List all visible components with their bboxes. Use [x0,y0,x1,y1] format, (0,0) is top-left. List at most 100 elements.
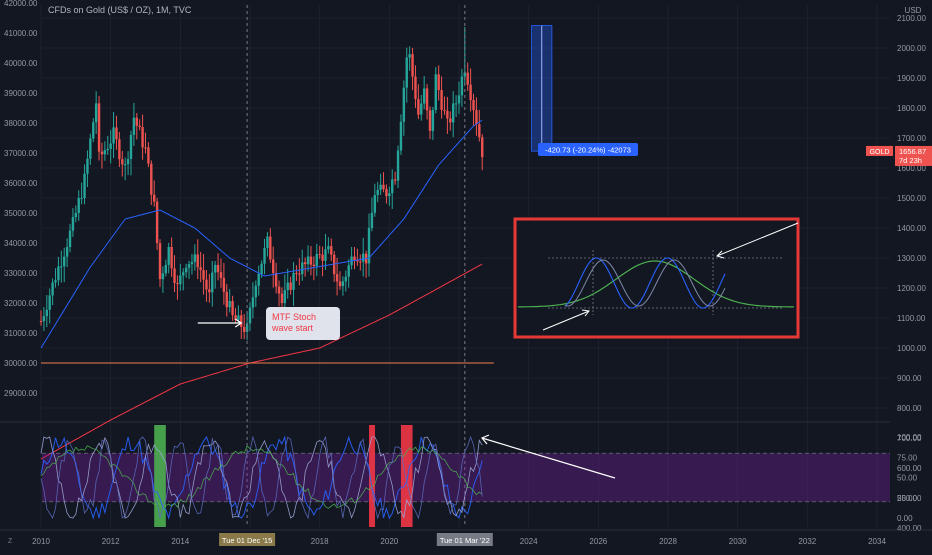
candle-body [315,254,318,267]
candle-body [443,109,446,111]
candle-body [115,127,118,140]
left-tick-label: 31000.00 [4,329,38,338]
candlestick-series [39,27,484,341]
right-tick-label: 500.00 [897,494,922,503]
candle-body [338,281,342,287]
candle-body [161,273,165,280]
candle-body [301,262,304,275]
left-tick-label: 39000.00 [4,89,38,98]
candle-body [245,323,249,332]
inset-envelope-curve [518,260,794,308]
time-axis[interactable]: 2010201220142016201820202022202420262028… [0,529,932,546]
candle-body [356,260,359,262]
timezone-icon[interactable]: Z [8,538,13,545]
candle-body [286,282,289,291]
left-price-axis[interactable]: 29000.00 30000.00 31000.00 32000.00 33000.00… [4,0,38,398]
right-tick-label: 2100.00 [897,14,926,23]
candle-body [39,321,43,322]
candle-body [129,134,133,159]
candle-body [77,198,80,213]
candle-body [391,179,394,194]
candle-body [176,282,179,285]
ma-fast-line [40,119,483,349]
candle-body [327,246,330,250]
candle-body [63,256,66,267]
candle-body [190,261,194,265]
candle-body [86,158,89,174]
candle-body [155,201,159,244]
candle-body [475,110,478,125]
candle-body [422,88,426,104]
candle-body [434,74,437,111]
right-tick-label: 600.00 [897,464,922,473]
right-price-axis[interactable]: USD 400.00 500.00 600.00 700.00 800.00 900.00 1… [866,6,932,533]
candle-body [437,74,440,91]
right-tick-label: 900.00 [897,374,922,383]
candle-body [347,265,350,277]
candle-body [118,139,121,160]
candle-body [153,194,156,202]
inset-illustration [513,217,800,339]
candle-body [106,148,109,151]
candle-body [42,316,46,322]
time-tick-label: 2028 [659,537,677,546]
time-tick-label: 2010 [32,537,50,546]
annotation-arrow-head [234,318,243,328]
time-tick-label: 2024 [520,537,538,546]
candle-body [321,254,324,261]
left-tick-label: 42000.00 [4,0,38,8]
candle-body [399,121,403,151]
candle-body [170,246,173,269]
last-price-tag [895,145,932,166]
inset-arrow-right [716,222,799,257]
inset-wave-slow [564,259,726,307]
candle-body [222,277,226,292]
ma-slow-line [40,263,483,460]
candle-body [353,256,356,261]
candle-body [173,268,176,283]
candle-body [237,315,240,320]
candle-body [179,275,182,285]
candle-body [289,282,292,290]
annotation-text-line1: MTF Stoch [272,312,316,322]
candle-body [481,137,484,158]
oscillator-highlight-red [400,425,413,527]
candle-body [193,254,197,262]
measure-label: -420.73 (-20.24%) -42073 [545,146,631,155]
annotation-callout-box[interactable] [266,307,340,340]
oscillator-line [40,436,483,519]
candle-body [51,282,54,296]
candle-body [306,256,310,265]
time-tick-label: 2030 [729,537,747,546]
candle-body [460,76,464,96]
candle-body [379,184,382,190]
candle-body [344,276,347,282]
candle-body [303,262,307,265]
candle-body [251,297,255,308]
candle-body [54,280,57,283]
candle-body [277,286,281,294]
time-tick-label: 2032 [798,537,816,546]
candle-body [103,150,107,155]
candle-body [83,173,86,199]
candle-body [382,184,385,190]
oscillator-highlight-red [369,425,376,527]
candle-body [440,90,443,110]
oscillator-band [42,453,890,502]
right-tick-label: 1800.00 [897,104,926,113]
candle-body [269,236,272,260]
candle-body [68,230,72,248]
candle-body [225,291,228,308]
right-tick-label: 1300.00 [897,254,926,263]
candle-body [135,117,138,126]
time-label-left-box [219,533,276,546]
candle-body [373,195,377,213]
currency-label: USD [905,6,922,15]
candle-body [472,100,475,111]
oscillator-pane [40,425,890,527]
candle-body [248,307,252,324]
candle-body [121,159,124,165]
measure-label-box [538,143,638,156]
